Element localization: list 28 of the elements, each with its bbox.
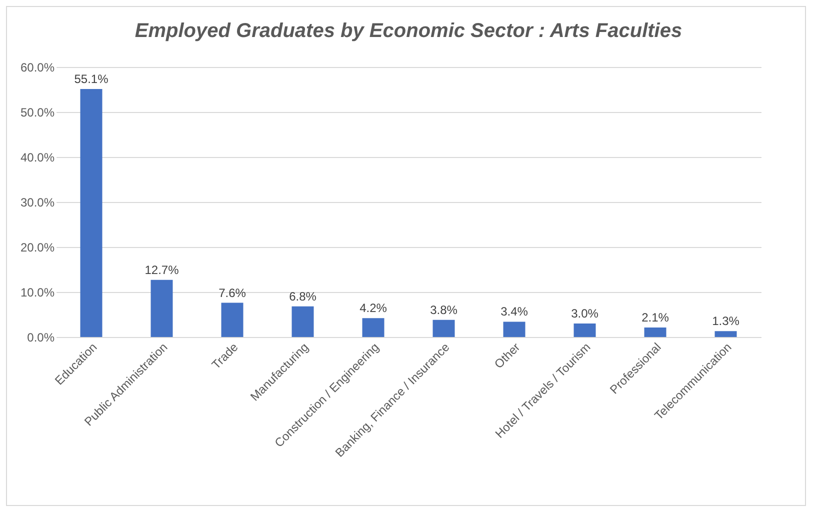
data-label: 3.0% <box>571 306 599 320</box>
bar <box>714 331 737 337</box>
bar <box>574 324 596 337</box>
y-tick-label: 50.0% <box>20 106 55 120</box>
y-tick-label: 20.0% <box>20 240 55 254</box>
data-label: 4.2% <box>360 301 388 316</box>
bar <box>150 280 173 337</box>
data-label: 3.8% <box>430 302 458 317</box>
y-tick-label: 60.0% <box>20 60 55 74</box>
data-label: 12.7% <box>144 262 180 277</box>
bar <box>503 322 526 337</box>
bar <box>644 328 666 337</box>
data-label: 2.1% <box>642 310 670 325</box>
bar <box>80 89 102 337</box>
bar <box>221 302 244 337</box>
y-tick-label: 40.0% <box>20 150 55 164</box>
y-tick-label: 0.0% <box>27 330 55 344</box>
chart-title: Employed Graduates by Economic Sector : Arts Faculties <box>134 20 682 42</box>
data-label: 7.6% <box>218 286 246 300</box>
data-label: 55.1% <box>74 72 109 86</box>
y-tick-label: 10.0% <box>20 286 55 300</box>
data-label: 3.4% <box>500 304 528 319</box>
data-label: 6.8% <box>289 289 317 304</box>
bar <box>362 318 384 337</box>
y-tick-label: 30.0% <box>20 196 55 210</box>
bar <box>432 320 455 337</box>
bar <box>292 306 314 337</box>
data-label: 1.3% <box>712 314 740 328</box>
